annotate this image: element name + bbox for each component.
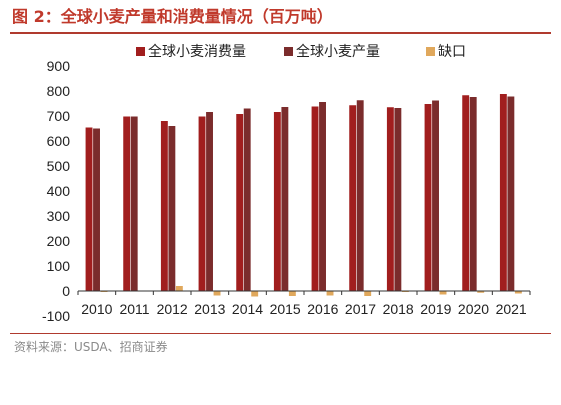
x-tick-label: 2018 <box>383 301 414 317</box>
bar-consumption <box>499 94 507 291</box>
legend-label-2: 缺口 <box>438 43 466 59</box>
y-tick-label: 700 <box>47 108 71 124</box>
bar-consumption <box>462 95 470 291</box>
bar-production <box>243 108 251 291</box>
bar-gap <box>213 291 221 296</box>
y-tick-label: 600 <box>47 133 71 149</box>
x-tick-label: 2017 <box>345 301 376 317</box>
x-tick-label: 2012 <box>157 301 188 317</box>
bar-production <box>206 112 213 291</box>
bar-gap <box>514 291 522 294</box>
bar-consumption <box>349 105 357 291</box>
x-tick-label: 2015 <box>270 301 301 317</box>
bar-consumption <box>160 121 168 291</box>
bar-production <box>469 97 477 291</box>
figure-title: 图 2：全球小麦产量和消费量情况（百万吨） <box>12 7 333 26</box>
x-tick-label: 2010 <box>81 301 112 317</box>
y-tick-label: 300 <box>47 208 71 224</box>
legend-label-0: 全球小麦消费量 <box>148 43 246 59</box>
bar-production <box>432 100 439 291</box>
x-tick-label: 2016 <box>307 301 338 317</box>
bar-production <box>356 100 364 291</box>
bar-production <box>130 116 138 291</box>
source-rule <box>10 333 551 334</box>
bar-production <box>507 96 515 291</box>
y-axis: 900 800 700 600 500 400 300 200 100 0 -100 <box>42 58 70 324</box>
y-tick-label: 0 <box>62 283 70 299</box>
x-tick-label: 2019 <box>420 301 451 317</box>
legend-swatch-2 <box>426 47 435 56</box>
bar-production <box>319 102 326 291</box>
y-tick-label: 200 <box>47 233 71 249</box>
y-tick-label: 400 <box>47 183 71 199</box>
x-tick-label: 2021 <box>496 301 527 317</box>
bar-gap <box>326 291 334 296</box>
bar-consumption <box>198 116 206 291</box>
bar-consumption <box>273 112 281 291</box>
bars <box>85 94 522 297</box>
x-axis: 2010 2011 2012 2013 2014 2015 2016 2017 2018 2019… <box>77 290 531 317</box>
bar-gap <box>364 291 372 296</box>
legend-swatch-1 <box>284 47 293 56</box>
bar-consumption <box>85 127 93 291</box>
source-note: 资料来源：USDA、招商证券 <box>14 340 168 354</box>
y-tick-label: 500 <box>47 158 71 174</box>
bar-consumption <box>123 116 131 291</box>
title-rule <box>10 32 551 34</box>
y-tick-label: 900 <box>47 58 71 74</box>
bar-consumption <box>311 106 319 291</box>
y-tick-label: -100 <box>42 308 70 324</box>
legend-swatch-0 <box>136 47 145 56</box>
bar-gap <box>251 291 259 297</box>
bar-production <box>168 126 176 291</box>
bar-gap <box>175 286 183 291</box>
bar-production <box>394 108 402 291</box>
x-tick-label: 2014 <box>232 301 263 317</box>
y-tick-label: 100 <box>47 258 71 274</box>
bar-gap <box>439 291 447 295</box>
legend-label-1: 全球小麦产量 <box>296 43 380 59</box>
bar-consumption <box>236 114 244 291</box>
bar-production <box>281 107 289 291</box>
x-tick-label: 2020 <box>458 301 489 317</box>
y-tick-label: 800 <box>47 83 71 99</box>
x-tick-label: 2011 <box>119 301 149 317</box>
x-tick-label: 2013 <box>194 301 225 317</box>
wheat-chart: 全球小麦消费量 全球小麦产量 缺口 900 800 700 600 500 400 300 200… <box>42 43 531 324</box>
bar-gap <box>288 291 296 296</box>
bar-production <box>93 128 100 291</box>
bar-consumption <box>386 107 394 291</box>
bar-consumption <box>424 104 432 291</box>
bar-gap <box>477 291 485 293</box>
legend: 全球小麦消费量 全球小麦产量 缺口 <box>136 43 466 59</box>
